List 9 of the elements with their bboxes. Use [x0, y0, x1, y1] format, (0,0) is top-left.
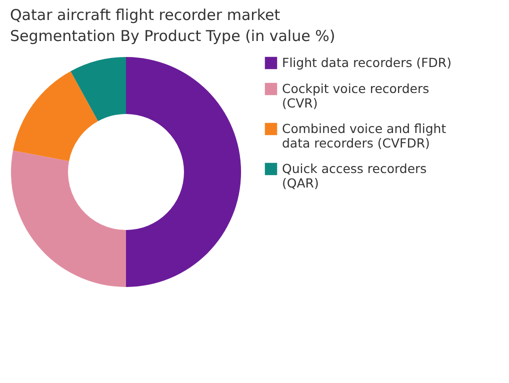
donut-slice	[13, 71, 98, 162]
donut-slice	[11, 150, 126, 287]
legend-label: Quick access recorders (QAR)	[282, 161, 427, 190]
donut-slice	[70, 57, 126, 122]
legend-label: Flight data recorders (FDR)	[282, 55, 452, 70]
legend-label: Combined voice and flight data recorders (CVFDR)	[282, 121, 446, 150]
donut-slice	[126, 57, 241, 287]
legend-label: Cockpit voice recorders (CVR)	[282, 81, 430, 110]
chart-title: Qatar aircraft flight recorder market Segmentation By Product Type (in value %)	[10, 6, 336, 45]
